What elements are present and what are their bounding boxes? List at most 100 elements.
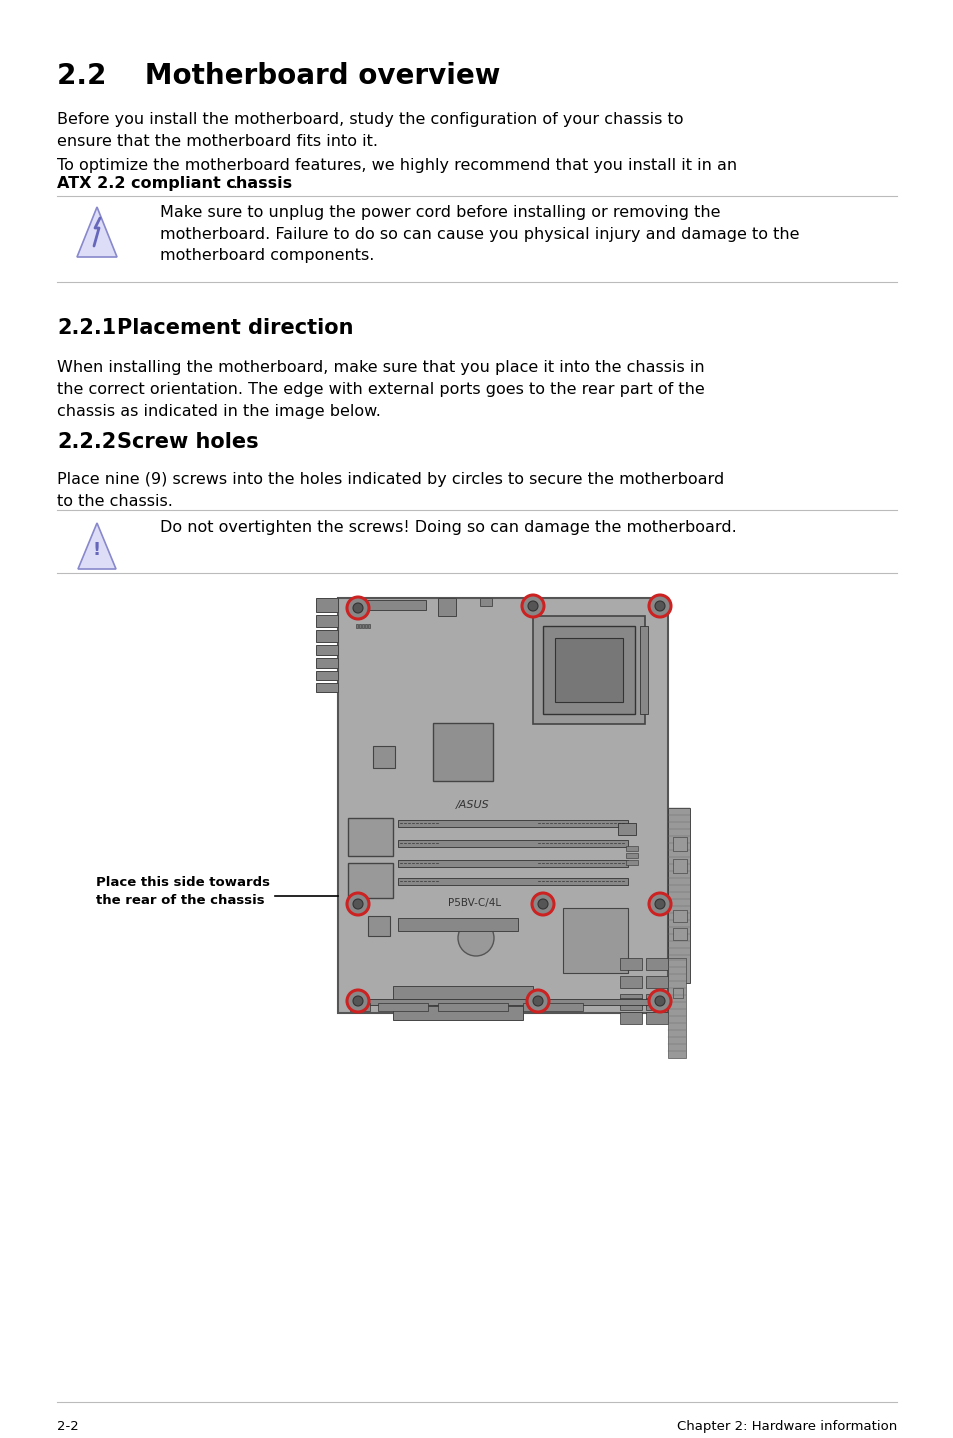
Bar — [619, 994, 641, 1007]
Text: 2.2.1: 2.2.1 — [57, 318, 116, 338]
Text: !: ! — [92, 541, 101, 559]
Text: Screw holes: Screw holes — [117, 431, 258, 452]
Circle shape — [526, 989, 548, 1012]
Bar — [533, 615, 644, 723]
Bar — [315, 672, 337, 680]
Circle shape — [347, 893, 369, 915]
Bar — [672, 910, 686, 922]
Bar — [350, 1002, 370, 1011]
Circle shape — [347, 597, 369, 618]
Circle shape — [648, 893, 670, 915]
Text: 2.2.2: 2.2.2 — [57, 431, 116, 452]
Bar — [672, 928, 686, 940]
Text: To optimize the motherboard features, we highly recommend that you install it in: To optimize the motherboard features, we… — [57, 158, 737, 173]
Text: When installing the motherboard, make sure that you place it into the chassis in: When installing the motherboard, make su… — [57, 360, 704, 420]
Text: .: . — [232, 175, 237, 191]
Bar — [625, 846, 638, 851]
Bar — [619, 998, 641, 1009]
Bar — [619, 1012, 641, 1024]
Bar — [348, 863, 393, 897]
Circle shape — [533, 997, 542, 1007]
Circle shape — [353, 997, 363, 1007]
Bar — [433, 723, 493, 781]
Text: 2.2    Motherboard overview: 2.2 Motherboard overview — [57, 62, 500, 91]
Bar — [625, 860, 638, 866]
Bar — [645, 1012, 667, 1024]
Bar — [315, 615, 337, 627]
Text: ATX 2.2 compliant chassis: ATX 2.2 compliant chassis — [57, 175, 292, 191]
Bar — [355, 624, 357, 628]
Circle shape — [527, 601, 537, 611]
Circle shape — [537, 899, 547, 909]
Bar — [373, 746, 395, 768]
Bar — [397, 820, 627, 827]
Bar — [555, 638, 622, 702]
Circle shape — [521, 595, 543, 617]
Bar — [672, 837, 686, 851]
Text: Do not overtighten the screws! Doing so can damage the motherboard.: Do not overtighten the screws! Doing so … — [160, 521, 736, 535]
Bar — [397, 917, 517, 930]
Bar — [397, 860, 627, 867]
Circle shape — [457, 920, 494, 956]
Bar — [361, 624, 364, 628]
Circle shape — [353, 899, 363, 909]
Text: 2-2: 2-2 — [57, 1419, 79, 1434]
Circle shape — [655, 899, 664, 909]
Circle shape — [532, 893, 554, 915]
Bar — [619, 976, 641, 988]
Circle shape — [655, 997, 664, 1007]
Text: Place this side towards
the rear of the chassis: Place this side towards the rear of the … — [96, 876, 270, 906]
Bar — [315, 659, 337, 669]
Bar — [672, 988, 682, 998]
Bar — [365, 624, 367, 628]
Bar — [667, 958, 685, 1058]
Bar — [645, 994, 667, 1007]
Bar — [542, 626, 635, 715]
Bar — [377, 1002, 428, 1011]
Polygon shape — [77, 207, 117, 257]
Bar — [672, 858, 686, 873]
Bar — [337, 598, 667, 1012]
Circle shape — [430, 989, 446, 1007]
Bar — [522, 1002, 582, 1011]
Bar — [348, 999, 658, 1005]
Bar — [645, 976, 667, 988]
Bar — [437, 598, 456, 615]
Bar — [645, 958, 667, 971]
Bar — [667, 808, 689, 984]
Bar — [393, 986, 533, 999]
Bar — [618, 823, 636, 835]
Bar — [437, 1002, 507, 1011]
Bar — [397, 840, 627, 847]
Bar — [625, 853, 638, 858]
Bar — [619, 958, 641, 971]
Text: Before you install the motherboard, study the configuration of your chassis to
e: Before you install the motherboard, stud… — [57, 112, 682, 150]
Text: Chapter 2: Hardware information: Chapter 2: Hardware information — [676, 1419, 896, 1434]
Circle shape — [655, 601, 664, 611]
Bar — [348, 818, 393, 856]
Bar — [315, 646, 337, 654]
Bar — [397, 879, 627, 884]
Circle shape — [648, 989, 670, 1012]
Text: Place nine (9) screws into the holes indicated by circles to secure the motherbo: Place nine (9) screws into the holes ind… — [57, 472, 723, 509]
Bar — [315, 683, 337, 692]
Bar — [358, 624, 360, 628]
Text: Placement direction: Placement direction — [117, 318, 354, 338]
Bar — [562, 907, 627, 974]
Circle shape — [648, 595, 670, 617]
Bar — [479, 598, 492, 605]
Text: Make sure to unplug the power cord before installing or removing the
motherboard: Make sure to unplug the power cord befor… — [160, 206, 799, 263]
Bar — [639, 626, 647, 715]
Bar — [315, 630, 337, 641]
Bar — [393, 1007, 522, 1020]
Text: /ASUS: /ASUS — [456, 800, 489, 810]
Bar — [645, 998, 667, 1009]
Bar — [315, 598, 337, 613]
Bar — [355, 600, 426, 610]
Text: P5BV-C/4L: P5BV-C/4L — [448, 897, 500, 907]
Bar — [368, 624, 370, 628]
Bar — [368, 916, 390, 936]
Circle shape — [353, 603, 363, 613]
Circle shape — [347, 989, 369, 1012]
Polygon shape — [78, 523, 116, 569]
